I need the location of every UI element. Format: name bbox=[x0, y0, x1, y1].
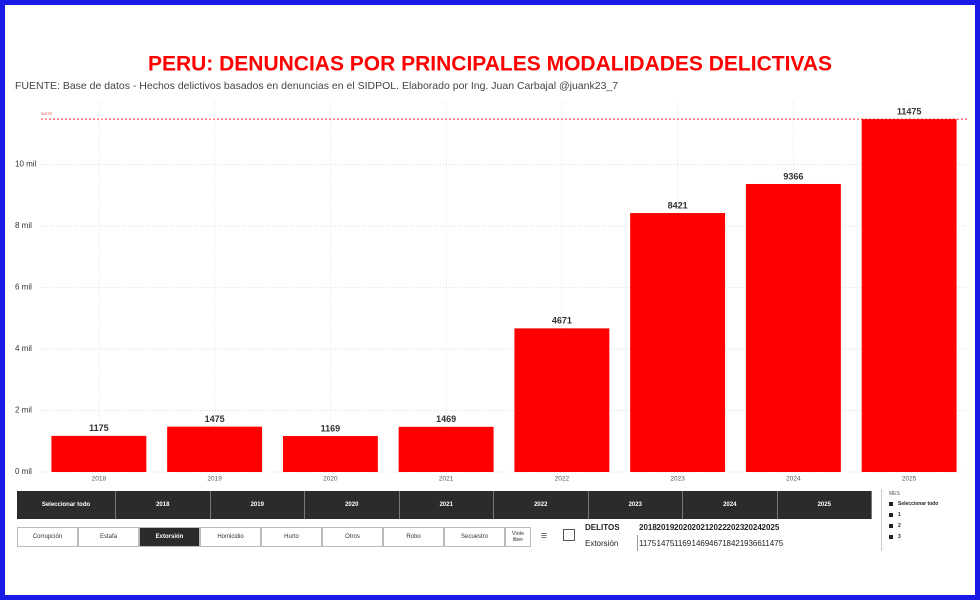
category-button[interactable]: Viole liber bbox=[505, 527, 531, 547]
year-slicer-item[interactable]: 2024 bbox=[683, 491, 778, 519]
month-slicer-item[interactable]: 1 bbox=[898, 512, 901, 518]
year-slicer-item[interactable]: 2018 bbox=[116, 491, 211, 519]
category-button[interactable]: Homicidio bbox=[200, 527, 261, 547]
x-tick-label: 2024 bbox=[786, 476, 801, 483]
year-slicer-item[interactable]: 2019 bbox=[210, 491, 305, 519]
table-header: 2024 bbox=[744, 523, 762, 532]
chart-title: PERU: DENUNCIAS POR PRINCIPALES MODALIDA… bbox=[148, 53, 832, 76]
value-label: 1175 bbox=[89, 423, 109, 433]
bar bbox=[630, 213, 726, 472]
table-cell: 1169 bbox=[674, 539, 692, 548]
category-button[interactable]: Robo bbox=[383, 527, 444, 547]
y-tick-label: 0 mil bbox=[15, 467, 32, 476]
month-slicer-item[interactable]: 2 bbox=[898, 523, 901, 529]
y-tick-label: 6 mil bbox=[15, 283, 32, 292]
bar bbox=[51, 435, 147, 472]
table-cell: Extorsión bbox=[585, 539, 619, 548]
year-slicer-item[interactable]: 2021 bbox=[399, 491, 494, 519]
category-button[interactable]: Corrupción bbox=[17, 527, 78, 547]
value-label: 9366 bbox=[783, 171, 803, 181]
value-label: 1475 bbox=[205, 414, 225, 424]
month-checkbox[interactable] bbox=[889, 524, 893, 528]
table-header: 2023 bbox=[726, 523, 745, 532]
y-tick-label: 2 mil bbox=[15, 406, 32, 415]
table-cell: 9366 bbox=[744, 539, 762, 548]
category-button[interactable]: Otros bbox=[322, 527, 383, 547]
value-label: 11475 bbox=[897, 107, 922, 117]
table-divider bbox=[637, 535, 638, 551]
table-cell: 1475 bbox=[656, 539, 675, 548]
x-tick-label: 2019 bbox=[207, 476, 222, 483]
category-button[interactable]: Estafa bbox=[78, 527, 139, 547]
bar bbox=[745, 183, 841, 473]
table-cell: 8421 bbox=[726, 539, 745, 548]
table-cell: 4671 bbox=[709, 539, 727, 548]
bar bbox=[861, 119, 957, 473]
category-button[interactable]: Secuestro bbox=[444, 527, 505, 547]
chart: PERU: DENUNCIAS POR PRINCIPALES MODALIDA… bbox=[15, 53, 967, 483]
reference-label: 11475 bbox=[41, 111, 53, 116]
table-header: 2019 bbox=[656, 523, 675, 532]
month-slicer-item[interactable]: Seleccionar todo bbox=[898, 501, 939, 507]
x-tick-label: 2020 bbox=[323, 476, 338, 483]
y-tick-label: 4 mil bbox=[15, 344, 32, 353]
value-label: 8421 bbox=[668, 200, 688, 210]
x-tick-label: 2023 bbox=[670, 476, 685, 483]
year-slicer-item[interactable]: 2025 bbox=[777, 491, 872, 519]
y-tick-label: 10 mil bbox=[15, 160, 37, 169]
month-slicer-title: MES bbox=[889, 491, 900, 497]
value-label: 1169 bbox=[321, 423, 341, 433]
bar bbox=[167, 426, 263, 472]
category-button[interactable]: Hurto bbox=[261, 527, 322, 547]
expand-icon[interactable] bbox=[563, 529, 575, 541]
year-slicer-item[interactable]: 2020 bbox=[305, 491, 400, 519]
table-header: 2020 bbox=[674, 523, 692, 532]
panel-divider bbox=[881, 489, 882, 551]
year-slicer-item[interactable]: 2022 bbox=[494, 491, 589, 519]
month-checkbox[interactable] bbox=[889, 513, 893, 517]
x-tick-label: 2021 bbox=[439, 476, 454, 483]
month-checkbox[interactable] bbox=[889, 502, 893, 506]
chart-subtitle: FUENTE: Base de datos - Hechos delictivo… bbox=[15, 80, 618, 92]
x-tick-label: 2025 bbox=[902, 476, 917, 483]
table-cell: 1469 bbox=[691, 539, 710, 548]
x-tick-label: 2018 bbox=[92, 476, 107, 483]
month-slicer-item[interactable]: 3 bbox=[898, 534, 901, 540]
bar bbox=[282, 436, 378, 472]
table-header: 2022 bbox=[709, 523, 727, 532]
bar bbox=[398, 426, 494, 472]
table-header: DELITOS bbox=[585, 523, 620, 532]
category-button[interactable]: Extorsión bbox=[139, 527, 200, 547]
table-header: 2021 bbox=[691, 523, 710, 532]
table-cell: 1175 bbox=[639, 539, 657, 548]
value-label: 4671 bbox=[552, 316, 572, 326]
year-slicer-item[interactable]: Seleccionar todo bbox=[17, 491, 116, 519]
table-header: 2018 bbox=[639, 523, 657, 532]
table-cell: 11475 bbox=[761, 539, 784, 548]
bar bbox=[514, 328, 610, 472]
month-checkbox[interactable] bbox=[889, 535, 893, 539]
table-header: 2025 bbox=[761, 523, 780, 532]
year-slicer-item[interactable]: 2023 bbox=[588, 491, 683, 519]
value-label: 1469 bbox=[436, 414, 456, 424]
y-tick-label: 8 mil bbox=[15, 221, 32, 230]
x-tick-label: 2022 bbox=[555, 476, 570, 483]
filter-icon[interactable]: ≡ bbox=[540, 530, 548, 542]
